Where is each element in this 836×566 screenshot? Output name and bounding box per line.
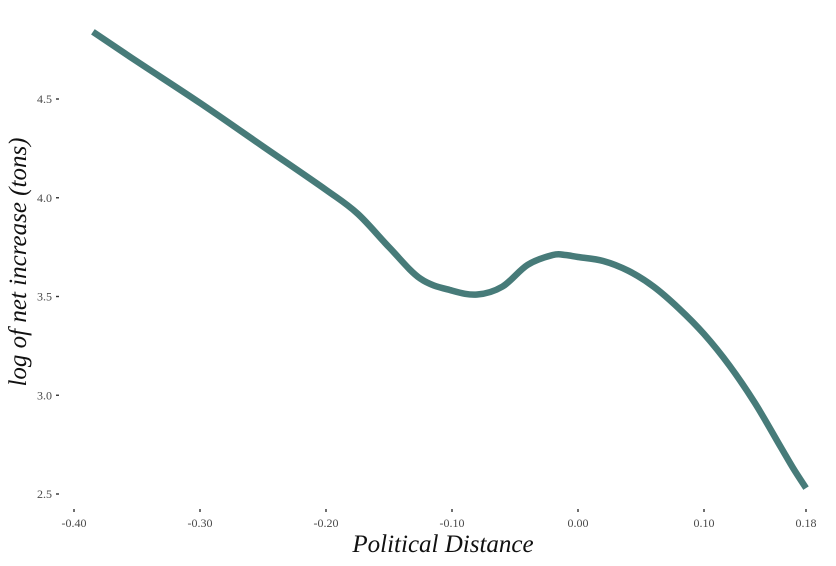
plot-area: [91, 29, 809, 490]
y-tick-label: 3.5: [37, 290, 52, 304]
y-tick-label: 2.5: [37, 487, 52, 501]
y-axis-title: log of net increase (tons): [5, 137, 32, 386]
x-tick-label: 0.18: [796, 516, 817, 530]
y-axis: 2.5 3.0 3.5 4.0 4.5: [37, 92, 59, 501]
x-tick-label: 0.10: [694, 516, 715, 530]
x-tick-label: 0.00: [568, 516, 589, 530]
x-tick-label: -0.30: [188, 516, 213, 530]
y-tick-label: 4.5: [37, 92, 52, 106]
x-axis-title: Political Distance: [351, 531, 533, 558]
x-tick-label: -0.20: [314, 516, 339, 530]
y-tick-label: 3.0: [37, 388, 52, 402]
x-tick-label: -0.10: [440, 516, 465, 530]
series-line: [91, 29, 809, 490]
x-tick-label: -0.40: [62, 516, 87, 530]
y-tick-label: 4.0: [37, 191, 52, 205]
x-axis: -0.40 -0.30 -0.20 -0.10 0.00 0.10 0.18: [62, 509, 817, 530]
